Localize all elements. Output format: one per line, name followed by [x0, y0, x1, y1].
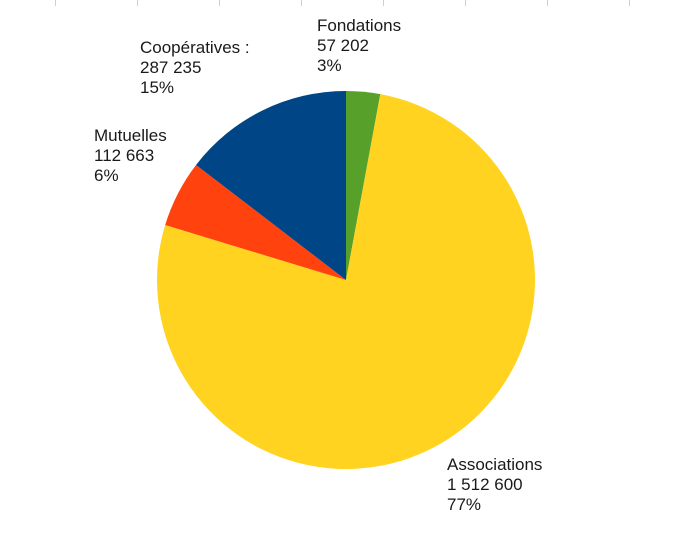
slice-name: Fondations — [317, 16, 402, 35]
pie-slice-associations — [156, 94, 535, 470]
slice-percent: 3% — [317, 56, 342, 75]
slice-label-associations: Associations 1 512 600 77% — [447, 455, 542, 515]
pie-slice-fondations — [346, 91, 381, 280]
top-grid-tick — [547, 0, 548, 6]
slice-name: Coopératives : — [140, 38, 250, 57]
pie-slice-mutuelles — [165, 164, 346, 280]
slice-label-fondations: Fondations 57 202 3% — [317, 16, 401, 76]
pie-slice-coopératives — [196, 91, 346, 280]
slice-name: Associations — [447, 455, 543, 474]
top-grid-tick — [55, 0, 56, 6]
slice-value: 287 235 — [140, 58, 202, 77]
slice-label-cooperatives: Coopératives : 287 235 15% — [140, 38, 250, 98]
slice-percent: 77% — [447, 495, 482, 514]
top-grid-tick — [629, 0, 630, 6]
slice-value: 1 512 600 — [447, 475, 523, 494]
slice-percent: 6% — [94, 166, 119, 185]
top-grid-tick — [383, 0, 384, 6]
top-grid-tick — [219, 0, 220, 6]
slice-value: 112 663 — [94, 146, 155, 165]
slice-value: 57 202 — [317, 36, 369, 55]
top-grid-tick — [301, 0, 302, 6]
slice-percent: 15% — [140, 78, 175, 97]
top-grid-tick — [465, 0, 466, 6]
slice-name: Mutuelles — [94, 126, 167, 145]
top-grid-tick — [137, 0, 138, 6]
slice-label-mutuelles: Mutuelles 112 663 6% — [94, 126, 167, 186]
